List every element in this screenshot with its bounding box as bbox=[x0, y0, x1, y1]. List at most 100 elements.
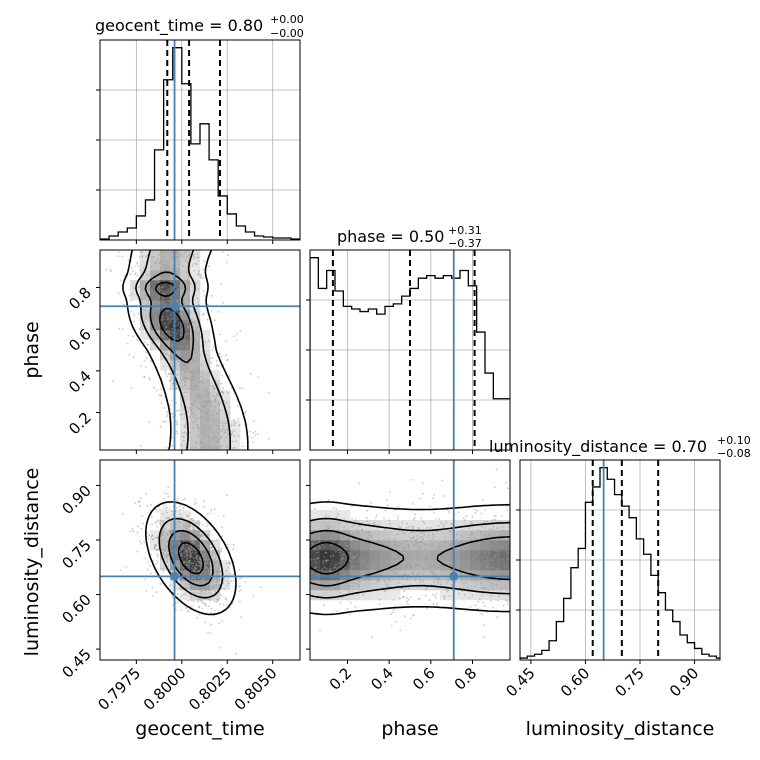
sample-point bbox=[161, 301, 163, 304]
sample-point bbox=[397, 545, 399, 547]
sample-point bbox=[351, 526, 353, 528]
sample-point bbox=[469, 569, 472, 572]
sample-point bbox=[456, 533, 459, 536]
sample-point bbox=[177, 298, 179, 301]
sample-point bbox=[192, 388, 195, 391]
sample-point bbox=[482, 548, 484, 550]
sample-point bbox=[157, 519, 159, 522]
sample-point bbox=[196, 574, 198, 576]
sample-point bbox=[169, 530, 171, 533]
sample-point bbox=[211, 416, 214, 419]
density-cell bbox=[470, 580, 481, 591]
sample-point bbox=[412, 535, 415, 538]
sample-point bbox=[234, 447, 236, 449]
sample-point bbox=[190, 402, 193, 405]
sample-point bbox=[139, 269, 141, 271]
x-tick-label-geocent-time: 0.7975 bbox=[94, 664, 144, 714]
sample-point bbox=[311, 543, 314, 545]
density-cell bbox=[160, 510, 171, 521]
sample-point bbox=[495, 515, 497, 517]
sample-point bbox=[412, 526, 415, 528]
sample-point bbox=[494, 549, 496, 552]
sample-point bbox=[436, 581, 439, 584]
sample-point bbox=[398, 526, 401, 528]
sample-point bbox=[127, 334, 130, 337]
sample-point bbox=[184, 552, 187, 555]
sample-point bbox=[196, 564, 198, 567]
density-cell bbox=[420, 520, 431, 531]
sample-point bbox=[200, 410, 203, 413]
density-cell bbox=[320, 570, 331, 581]
title-main: luminosity_distance = 0.70 bbox=[489, 437, 707, 457]
sample-point bbox=[177, 497, 180, 500]
sample-point bbox=[211, 593, 214, 596]
sample-point bbox=[185, 379, 188, 382]
sample-point bbox=[184, 592, 187, 594]
density-cell bbox=[140, 310, 151, 321]
sample-point bbox=[184, 303, 187, 305]
sample-point bbox=[417, 541, 419, 544]
sample-point bbox=[183, 302, 185, 305]
sample-point bbox=[483, 534, 485, 537]
density-cell bbox=[150, 320, 161, 331]
sample-point bbox=[413, 543, 416, 546]
sample-point bbox=[184, 427, 187, 429]
sample-point bbox=[190, 563, 193, 565]
density-cell bbox=[190, 340, 201, 351]
sample-point bbox=[310, 525, 313, 528]
sample-point bbox=[180, 253, 183, 256]
density-cell bbox=[380, 540, 391, 551]
sample-point bbox=[390, 569, 393, 572]
sample-point bbox=[186, 278, 189, 281]
sample-point bbox=[326, 583, 328, 586]
density-cell bbox=[180, 300, 191, 311]
sample-point bbox=[232, 548, 235, 551]
sample-point bbox=[416, 556, 418, 559]
sample-point bbox=[210, 447, 213, 449]
sample-point bbox=[427, 562, 430, 564]
sample-point bbox=[443, 596, 445, 598]
sample-point bbox=[207, 631, 210, 634]
sample-point bbox=[397, 553, 399, 556]
sample-point bbox=[147, 561, 150, 564]
sample-point bbox=[197, 435, 199, 437]
sample-point bbox=[478, 598, 481, 601]
sample-point bbox=[474, 580, 477, 583]
sample-point bbox=[417, 597, 420, 600]
sample-point bbox=[165, 274, 168, 277]
density-cell bbox=[310, 580, 321, 591]
density-cell bbox=[350, 550, 361, 561]
sample-point bbox=[183, 431, 186, 434]
sample-point bbox=[158, 295, 160, 298]
sample-point bbox=[193, 343, 196, 345]
sample-point bbox=[161, 286, 163, 289]
sample-point bbox=[226, 445, 229, 448]
sample-point bbox=[489, 545, 491, 548]
sample-point bbox=[127, 259, 130, 262]
x-tick-label-luminosity-distance: 0.75 bbox=[611, 664, 647, 700]
sample-point bbox=[251, 436, 254, 439]
sample-point bbox=[196, 534, 198, 536]
sample-point bbox=[196, 580, 198, 582]
sample-point bbox=[428, 599, 431, 602]
sample-point bbox=[195, 562, 198, 565]
density-cell bbox=[440, 520, 451, 531]
sample-point bbox=[458, 549, 461, 551]
sample-point bbox=[459, 534, 462, 537]
sample-point bbox=[451, 584, 454, 586]
sample-point bbox=[345, 544, 348, 547]
density-cell bbox=[180, 390, 191, 401]
sample-point bbox=[156, 259, 159, 262]
sample-point bbox=[209, 402, 212, 404]
sample-point bbox=[220, 594, 223, 597]
sample-point bbox=[128, 294, 131, 297]
sample-point bbox=[162, 349, 165, 352]
sample-point bbox=[209, 599, 212, 602]
sample-point bbox=[432, 603, 435, 606]
sample-point bbox=[165, 341, 167, 344]
sample-point bbox=[197, 600, 200, 603]
sample-point bbox=[148, 421, 150, 424]
sample-point bbox=[410, 537, 413, 540]
sample-point bbox=[190, 339, 193, 341]
sample-point bbox=[484, 508, 487, 511]
